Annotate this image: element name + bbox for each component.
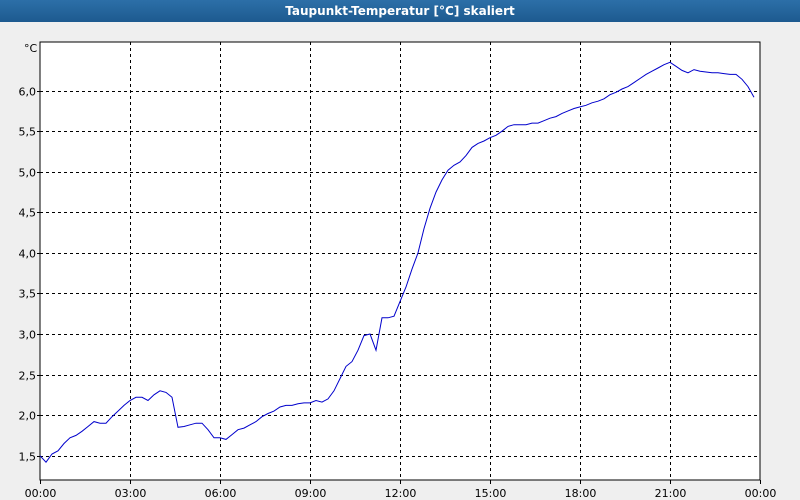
series-group bbox=[39, 61, 755, 463]
y-tick-label: 2,0 bbox=[19, 410, 37, 423]
series-line bbox=[39, 61, 755, 463]
y-axis: 1,5 2,0 2,5 3,0 3,5 4,0 4,5 5,0 5,5 6,0 bbox=[19, 86, 40, 464]
y-tick-label: 5,5 bbox=[19, 126, 37, 139]
y-tick-label: 3,0 bbox=[19, 329, 37, 342]
x-tick-time-label: 09:00 bbox=[295, 487, 327, 500]
y-tick-label: 3,5 bbox=[19, 288, 37, 301]
y-tick-label: 1,5 bbox=[19, 451, 37, 464]
x-tick-time-label: 12:00 bbox=[385, 487, 417, 500]
x-tick-time-label: 15:00 bbox=[475, 487, 507, 500]
x-axis: 00:0019.11.1303:0019.11.1306:0019.11.130… bbox=[25, 480, 777, 500]
x-tick-time-label: 00:00 bbox=[745, 487, 777, 500]
x-tick-time-label: 00:00 bbox=[25, 487, 57, 500]
y-axis-unit: °C bbox=[24, 42, 38, 55]
x-tick-time-label: 03:00 bbox=[115, 487, 147, 500]
y-tick-label: 4,0 bbox=[19, 248, 37, 261]
y-tick-label: 6,0 bbox=[19, 86, 37, 99]
line-chart: °C 1,52,02,53,03,54,04,55,05,56,0 00:001… bbox=[19, 41, 777, 500]
x-tick-time-label: 21:00 bbox=[655, 487, 687, 500]
chart-title: Taupunkt-Temperatur [°C] skaliert bbox=[0, 0, 800, 22]
x-tick-time-label: 18:00 bbox=[565, 487, 597, 500]
y-tick-label: 4,5 bbox=[19, 207, 37, 220]
y-tick-label: 2,5 bbox=[19, 370, 37, 383]
grid bbox=[40, 42, 760, 480]
x-tick-time-label: 06:00 bbox=[205, 487, 237, 500]
y-tick-label: 5,0 bbox=[19, 167, 37, 180]
